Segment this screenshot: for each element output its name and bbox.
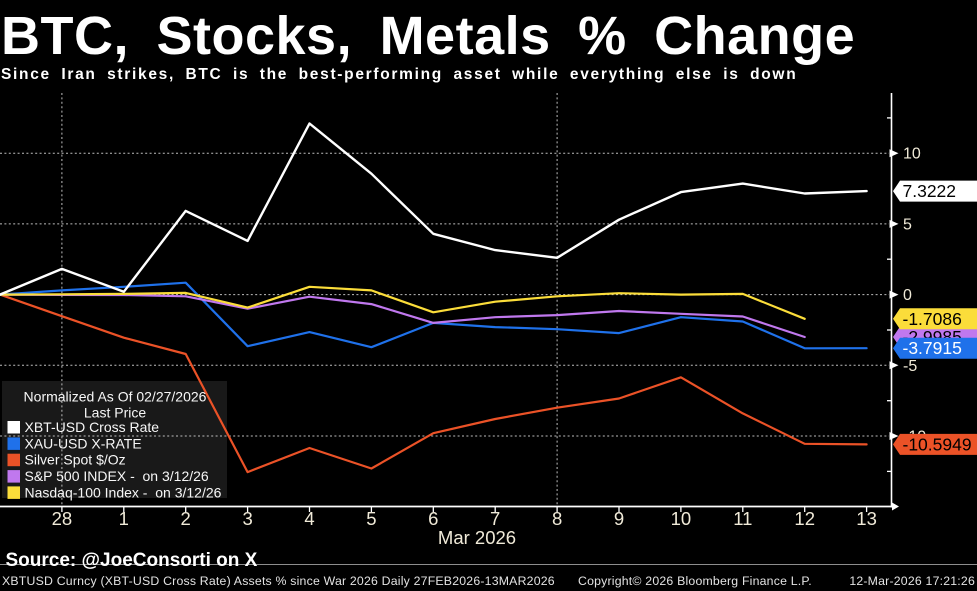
svg-text:-1.7086: -1.7086 <box>903 309 962 329</box>
svg-text:5: 5 <box>366 508 376 529</box>
svg-text:Copyright© 2026 Bloomberg Fina: Copyright© 2026 Bloomberg Finance L.P. <box>578 574 812 588</box>
svg-text:7: 7 <box>490 508 500 529</box>
svg-text:10: 10 <box>903 146 921 163</box>
svg-text:5: 5 <box>903 216 912 233</box>
svg-text:XBTUSD Curncy (XBT-USD Cross R: XBTUSD Curncy (XBT-USD Cross Rate) Asset… <box>2 574 555 588</box>
svg-text:Since Iran strikes, BTC is the: Since Iran strikes, BTC is the best-perf… <box>1 66 797 83</box>
svg-text:3: 3 <box>242 508 252 529</box>
svg-text:-3.7915: -3.7915 <box>903 338 962 358</box>
svg-text:XAU-USD X-RATE: XAU-USD X-RATE <box>25 435 142 451</box>
svg-text:4: 4 <box>304 508 314 529</box>
svg-text:0: 0 <box>903 287 912 304</box>
svg-text:13: 13 <box>856 508 877 529</box>
svg-text:12-Mar-2026 17:21:26: 12-Mar-2026 17:21:26 <box>849 574 975 588</box>
svg-text:-5: -5 <box>903 358 917 375</box>
svg-text:Nasdaq-100 Index - on 3/12/26: Nasdaq-100 Index - on 3/12/26 <box>25 484 222 500</box>
svg-text:1: 1 <box>119 508 129 529</box>
svg-text:7.3222: 7.3222 <box>903 181 957 201</box>
svg-text:Mar 2026: Mar 2026 <box>438 527 516 548</box>
svg-text:28: 28 <box>52 508 73 529</box>
svg-text:XBT-USD Cross Rate: XBT-USD Cross Rate <box>25 419 160 435</box>
svg-text:S&P 500 INDEX - on 3/12/26: S&P 500 INDEX - on 3/12/26 <box>25 468 209 484</box>
svg-text:BTC, Stocks, Metals % Change: BTC, Stocks, Metals % Change <box>1 6 855 66</box>
svg-text:-10.5949: -10.5949 <box>903 434 972 454</box>
svg-text:Silver Spot $/Oz: Silver Spot $/Oz <box>25 452 126 468</box>
svg-text:11: 11 <box>733 508 752 529</box>
svg-text:8: 8 <box>552 508 562 529</box>
svg-text:2: 2 <box>181 508 191 529</box>
svg-text:12: 12 <box>794 508 815 529</box>
svg-text:6: 6 <box>428 508 438 529</box>
svg-text:Normalized As Of 02/27/2026: Normalized As Of 02/27/2026 <box>24 389 207 405</box>
svg-text:10: 10 <box>671 508 692 529</box>
svg-text:Last Price: Last Price <box>84 405 146 421</box>
svg-text:9: 9 <box>614 508 624 529</box>
svg-text:Source: @JoeConsorti on X: Source: @JoeConsorti on X <box>6 550 258 571</box>
